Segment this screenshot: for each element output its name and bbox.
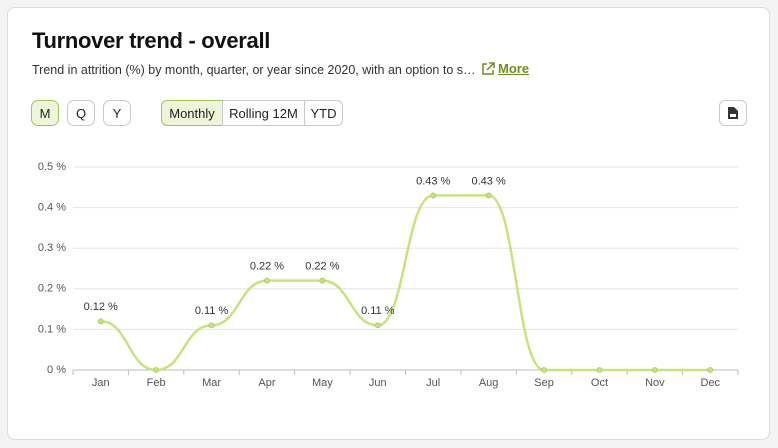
- x-tick-label: Feb: [147, 377, 166, 389]
- x-tick-label: Aug: [479, 377, 499, 389]
- y-tick-label: 0.5 %: [38, 161, 66, 173]
- mode-button[interactable]: Monthly: [161, 100, 223, 126]
- point: [97, 318, 104, 325]
- external-icon: [482, 61, 495, 75]
- point: [208, 322, 215, 329]
- x-tick-label: Oct: [591, 377, 608, 389]
- x-tick-label: Jun: [369, 377, 387, 389]
- card: Turnover trend - overall Trend in attrit…: [7, 7, 770, 440]
- y-tick-label: 0.2 %: [38, 283, 66, 295]
- point: [651, 367, 658, 373]
- x-tick-label: Dec: [701, 377, 721, 389]
- x-tick-label: Mar: [202, 377, 221, 389]
- point: [264, 277, 270, 284]
- period-button[interactable]: Q: [67, 100, 95, 126]
- point: [596, 367, 603, 373]
- card-subtitle: Trend in attrition (%) by month, quarter…: [32, 63, 476, 77]
- line: [100, 194, 711, 372]
- point: [430, 192, 437, 199]
- value-label: 0.22 %: [305, 261, 339, 273]
- period-button[interactable]: M: [31, 100, 59, 126]
- point: [153, 367, 160, 373]
- x-tick-label: Jul: [426, 377, 440, 389]
- point: [541, 367, 547, 373]
- value-label: 0.12 %: [84, 301, 118, 313]
- export-button[interactable]: [719, 100, 747, 126]
- point: [707, 367, 714, 373]
- y-tick-label: 0.3 %: [38, 242, 66, 254]
- value-label: 0.11 %: [361, 305, 395, 317]
- value-label: 0.43 %: [472, 175, 506, 187]
- x-tick-label: Nov: [645, 377, 665, 389]
- export-icon: [728, 107, 738, 119]
- point: [485, 192, 492, 199]
- point: [374, 322, 381, 329]
- more-link[interactable]: More: [481, 61, 529, 76]
- y-tick-label: 0.1 %: [38, 323, 66, 335]
- more-text: More: [498, 61, 530, 76]
- mode-button[interactable]: YTD: [304, 100, 343, 126]
- value-label: 0.22 %: [250, 261, 284, 273]
- y-tick-label: 0 %: [47, 364, 66, 376]
- value-label: 0.11 %: [195, 305, 229, 317]
- y-tick-label: 0.4 %: [38, 202, 66, 214]
- x-tick-label: Jan: [92, 377, 110, 389]
- period-button[interactable]: Y: [103, 100, 131, 126]
- value-label: 0.43 %: [416, 175, 450, 187]
- mode-button[interactable]: Rolling 12M: [222, 100, 305, 126]
- point: [319, 277, 326, 284]
- x-tick-label: Sep: [534, 377, 554, 389]
- x-tick-label: May: [312, 377, 333, 389]
- card-title: Turnover trend - overall: [32, 28, 271, 53]
- x-tick-label: Apr: [258, 377, 275, 389]
